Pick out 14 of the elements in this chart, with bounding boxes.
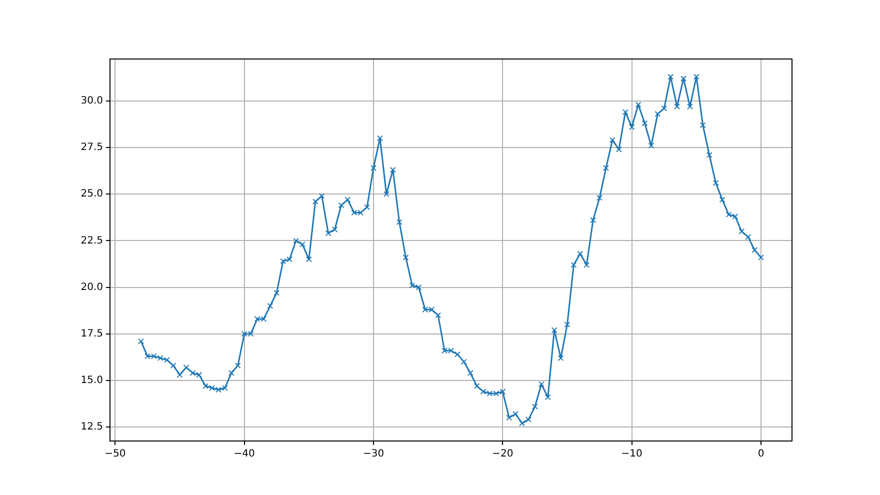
y-tick-label: 27.5 xyxy=(80,142,103,154)
x-tick-label: −40 xyxy=(234,448,255,460)
x-tick-label: 0 xyxy=(758,448,764,460)
y-tick-label: 30.0 xyxy=(80,96,103,107)
y-tick-label: 12.5 xyxy=(80,422,103,433)
y-tick-label: 17.5 xyxy=(80,328,103,340)
x-tick-label: −20 xyxy=(492,448,514,460)
y-tick-label: 25.0 xyxy=(80,188,103,200)
y-tick-label: 20.0 xyxy=(80,282,103,293)
y-tick-label: 22.5 xyxy=(80,235,103,246)
x-tick-label: −10 xyxy=(621,448,642,460)
x-tick-label: −50 xyxy=(104,448,126,460)
y-tick-label: 15.0 xyxy=(80,375,103,386)
x-tick-label: −30 xyxy=(362,448,384,460)
